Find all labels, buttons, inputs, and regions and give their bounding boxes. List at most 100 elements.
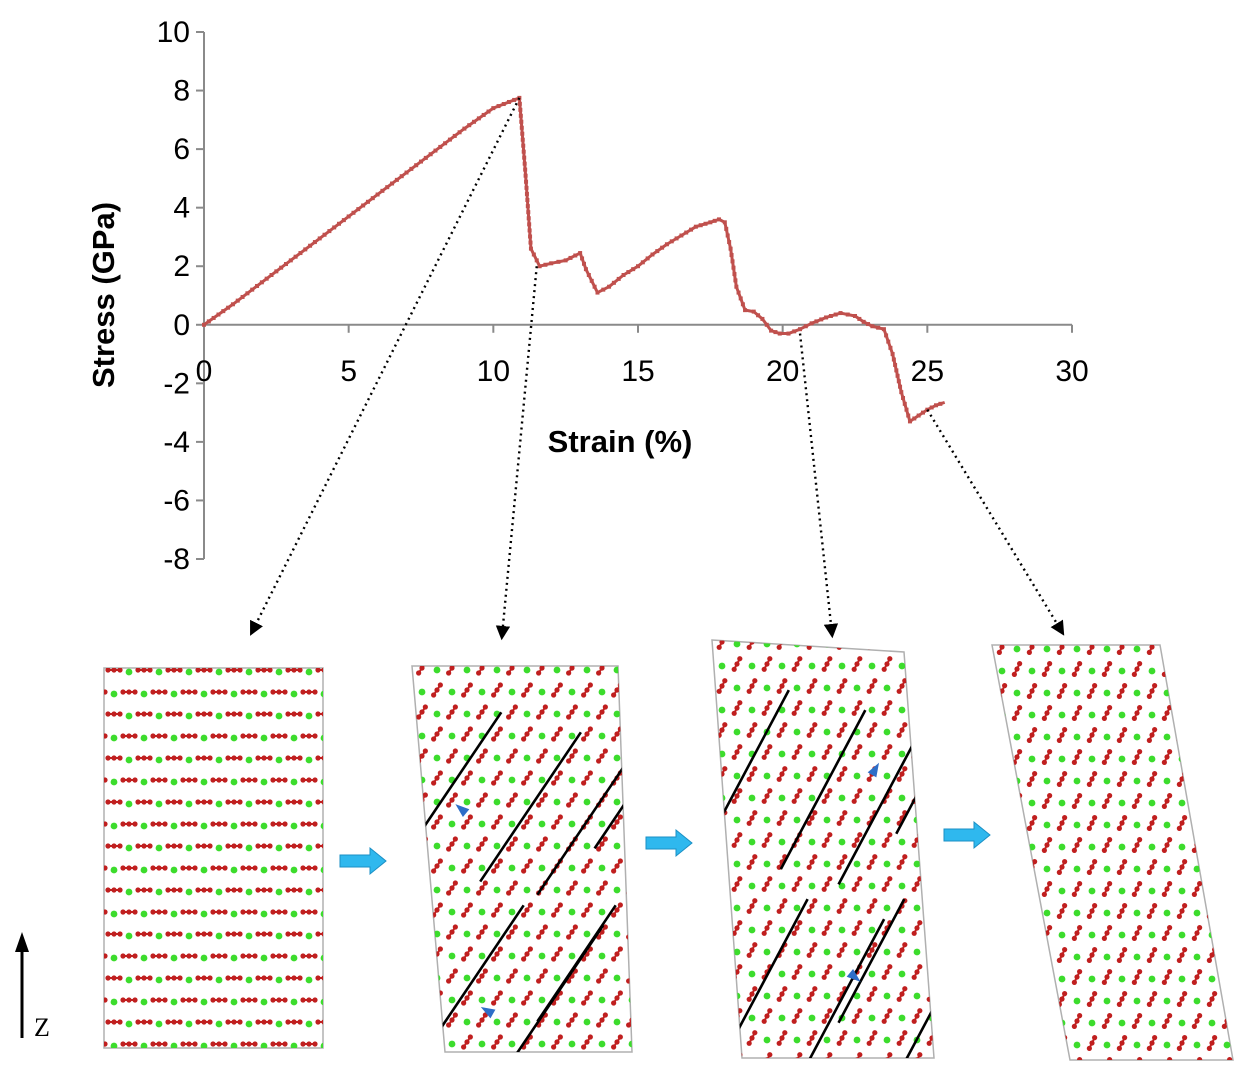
red-atom <box>902 986 908 992</box>
bond <box>704 702 711 715</box>
red-atom <box>330 645 335 650</box>
red-atom <box>1107 837 1113 843</box>
bond <box>689 768 696 781</box>
red-atom <box>267 931 273 937</box>
red-atom <box>776 644 782 650</box>
red-atom <box>464 995 470 1001</box>
red-atom <box>1194 974 1200 980</box>
green-atom <box>1058 975 1066 983</box>
red-atom <box>240 1041 246 1047</box>
green-atom <box>1058 931 1066 939</box>
red-atom <box>827 832 833 838</box>
red-atom <box>437 946 443 952</box>
red-atom <box>494 1039 500 1045</box>
green-atom <box>659 1041 666 1048</box>
green-atom <box>568 952 576 960</box>
green-atom <box>998 843 1006 851</box>
red-atom <box>752 634 757 639</box>
red-atom <box>824 793 830 799</box>
red-atom <box>306 733 312 739</box>
red-atom <box>464 863 470 869</box>
red-atom <box>869 727 875 733</box>
green-atom <box>853 684 861 692</box>
data-marker <box>857 316 862 321</box>
green-atom <box>1118 799 1126 807</box>
red-atom <box>240 865 246 871</box>
green-atom <box>748 662 756 670</box>
green-atom <box>1223 777 1231 785</box>
bond <box>969 641 975 654</box>
red-atom <box>1212 991 1218 997</box>
green-atom <box>433 754 441 762</box>
green-atom <box>568 732 576 740</box>
red-atom <box>884 661 890 667</box>
data-marker <box>423 155 428 160</box>
data-marker <box>760 316 765 321</box>
red-atom <box>389 973 394 978</box>
bond <box>1164 619 1170 632</box>
data-marker <box>881 327 886 332</box>
red-atom <box>1119 820 1125 826</box>
data-marker <box>934 403 939 408</box>
red-atom <box>851 1018 857 1024</box>
green-atom <box>913 684 921 692</box>
green-atom <box>509 645 516 652</box>
red-atom <box>1032 991 1038 997</box>
bond <box>388 882 396 894</box>
red-atom <box>536 846 542 852</box>
data-marker <box>351 210 356 215</box>
red-atom <box>881 666 887 672</box>
data-marker <box>833 312 838 317</box>
green-atom <box>793 816 801 824</box>
red-atom <box>192 997 198 1003</box>
red-atom <box>869 683 875 689</box>
red-atom <box>453 1056 458 1061</box>
red-atom <box>267 799 273 805</box>
bond <box>523 640 531 652</box>
bond <box>1222 750 1232 764</box>
red-atom <box>629 753 632 759</box>
red-atom <box>782 986 788 992</box>
bond <box>944 1010 951 1023</box>
red-atom <box>195 755 201 761</box>
red-atom <box>967 914 972 919</box>
green-atom <box>644 1019 651 1026</box>
red-atom <box>716 996 722 1002</box>
red-atom <box>312 777 318 783</box>
green-atom <box>215 888 223 896</box>
red-atom <box>412 682 413 688</box>
red-atom <box>764 881 770 887</box>
red-atom <box>554 819 560 825</box>
red-atom <box>1029 645 1035 650</box>
red-atom <box>704 705 709 710</box>
red-atom <box>851 666 857 672</box>
bond <box>417 837 427 851</box>
red-atom <box>734 705 740 711</box>
red-atom <box>509 841 515 847</box>
bond <box>689 724 696 737</box>
red-atom <box>842 942 848 948</box>
bond <box>403 640 411 652</box>
red-atom <box>201 843 207 849</box>
red-atom <box>1197 749 1203 755</box>
data-marker <box>938 401 943 406</box>
green-atom <box>898 794 906 802</box>
chart-axes <box>203 32 1072 559</box>
red-atom <box>779 815 785 821</box>
red-atom <box>156 821 162 827</box>
red-atom <box>792 623 797 628</box>
data-marker <box>462 126 467 131</box>
bond <box>984 927 990 940</box>
red-atom <box>1017 925 1023 931</box>
red-atom <box>452 792 458 798</box>
green-atom <box>1163 909 1171 917</box>
red-atom <box>210 777 216 783</box>
green-atom <box>230 778 238 786</box>
green-atom <box>290 778 298 786</box>
red-atom <box>81 843 86 848</box>
red-atom <box>996 825 1002 831</box>
red-atom <box>1017 837 1023 843</box>
data-marker <box>520 137 525 142</box>
bond <box>997 1036 1007 1050</box>
red-atom <box>1197 793 1203 799</box>
